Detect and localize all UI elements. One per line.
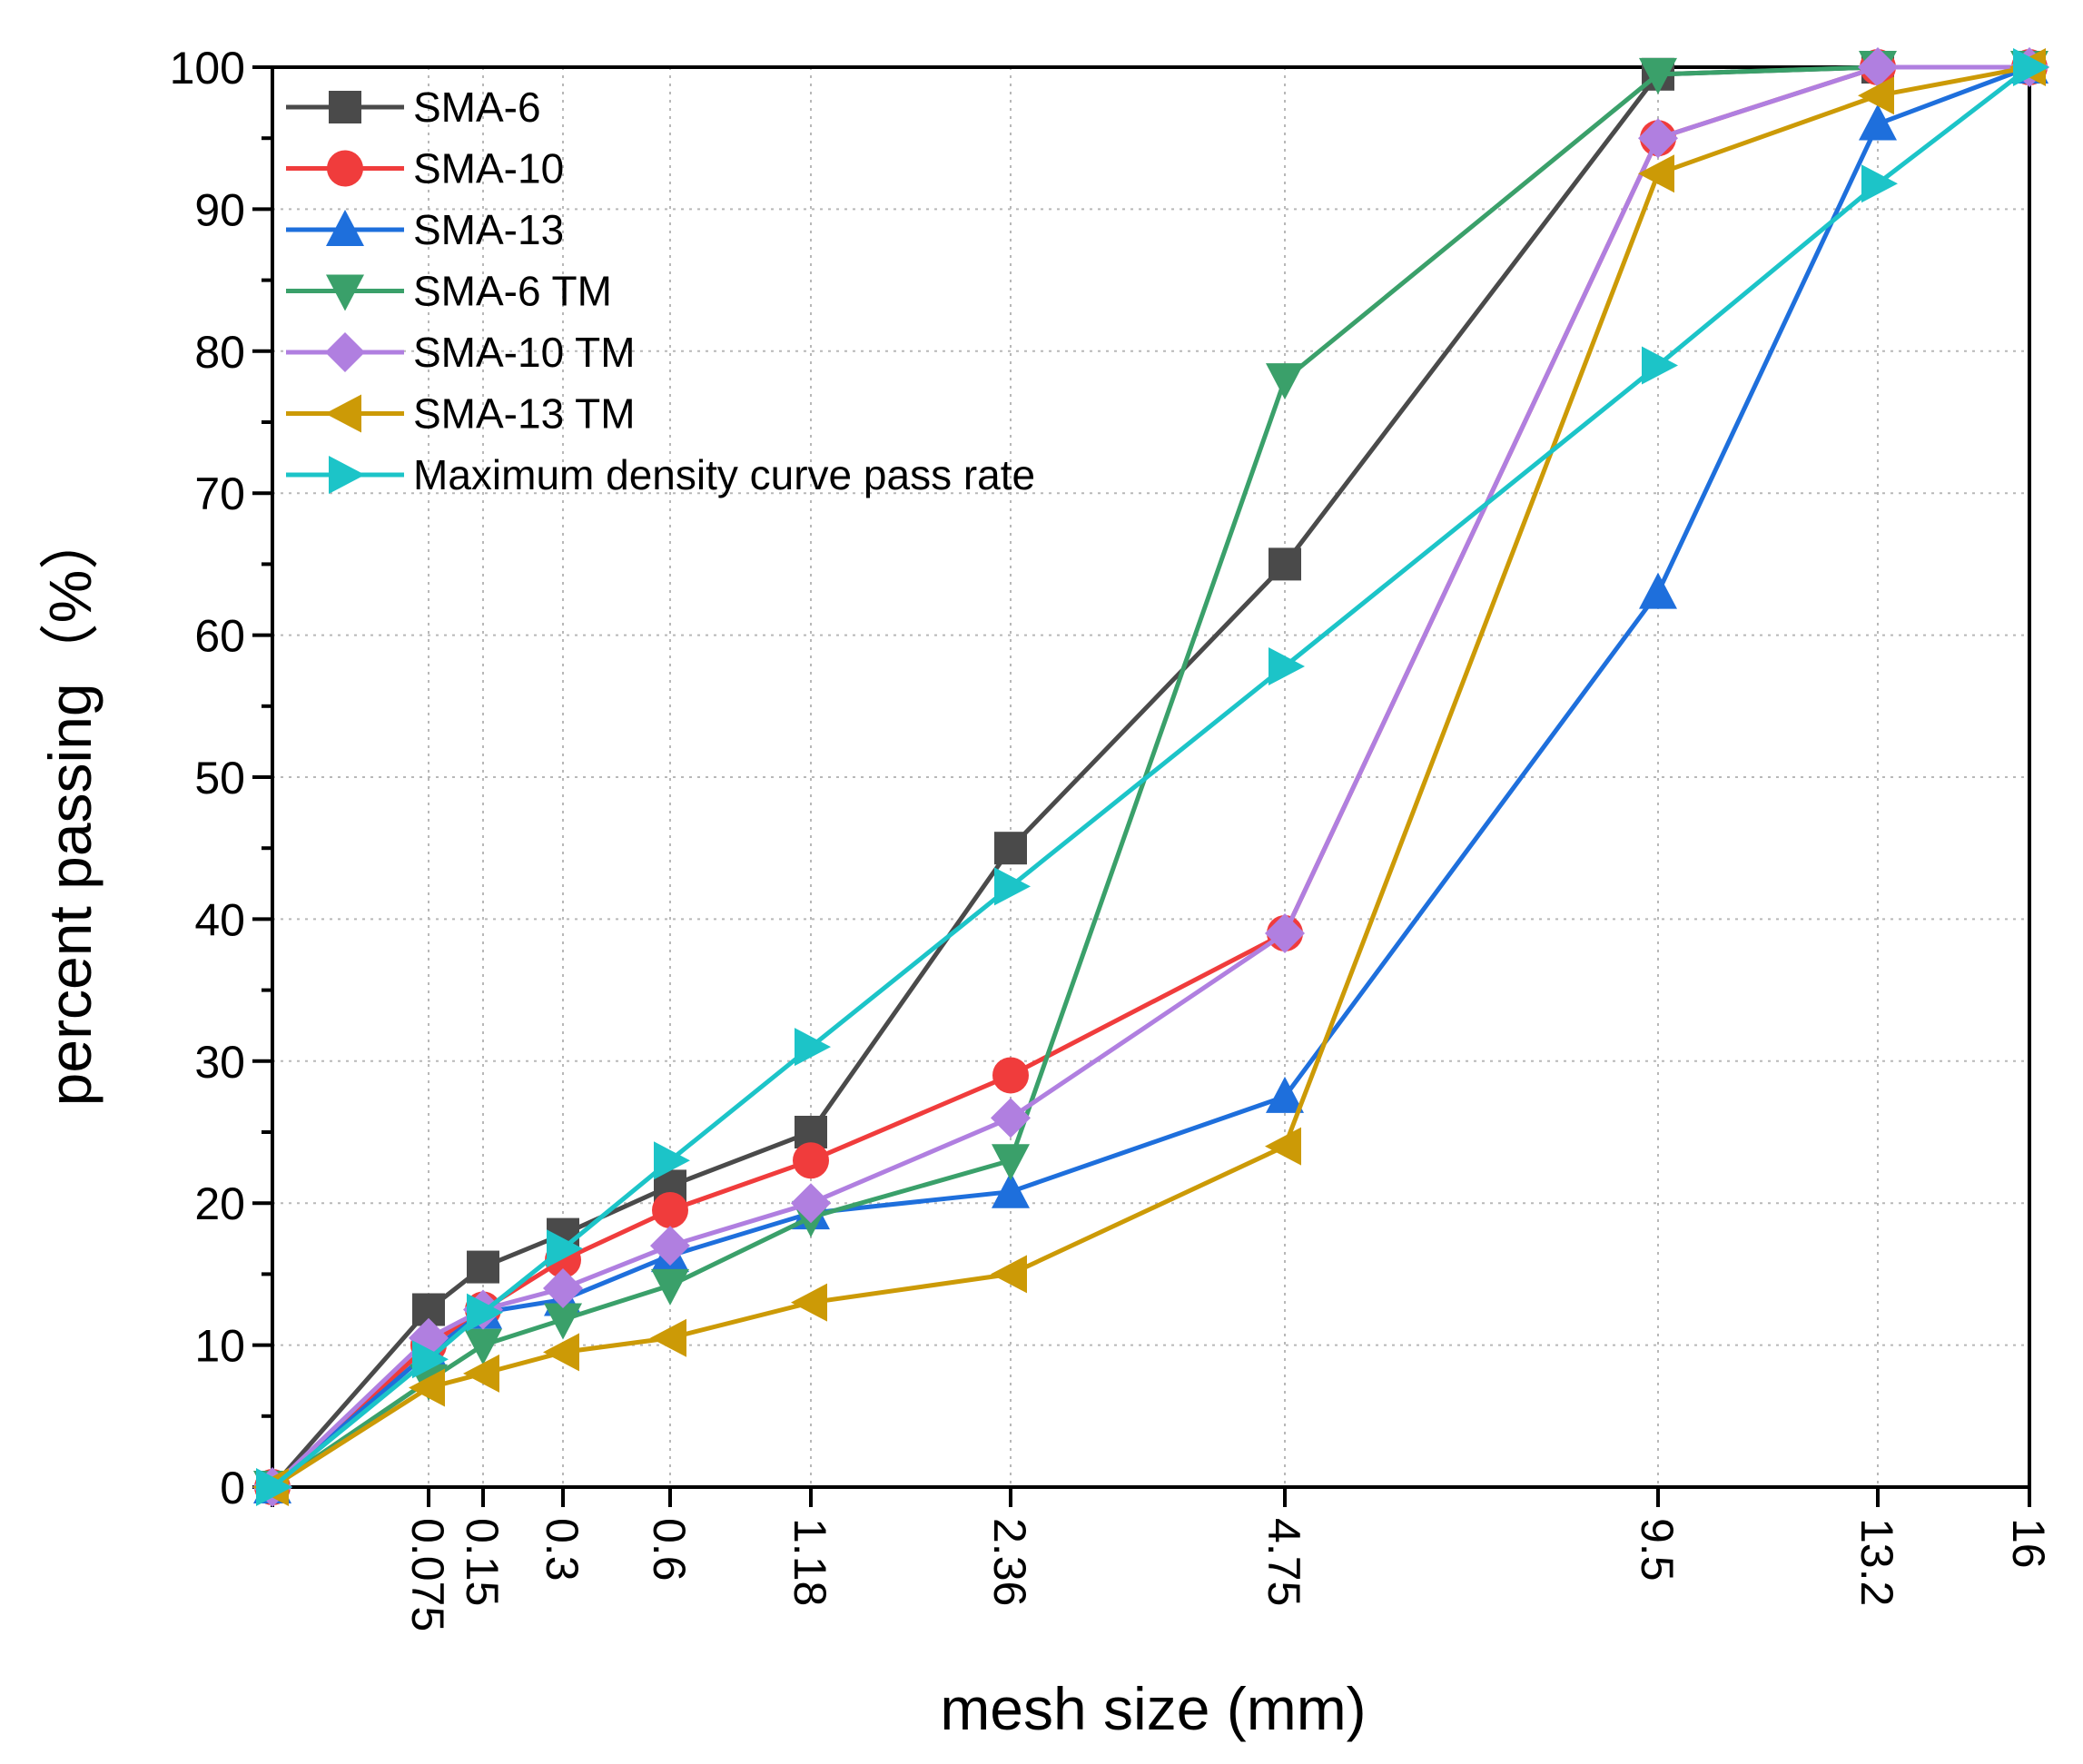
data-point [654,1141,690,1180]
x-axis-title: mesh size (mm) [940,1675,1366,1742]
legend-marker [327,150,363,187]
y-tick-label: 50 [194,753,245,803]
data-point [991,1098,1031,1138]
data-point [1269,647,1305,686]
legend-marker [325,394,361,433]
data-point [464,1328,502,1365]
legend-marker [325,332,365,372]
data-point [791,1283,827,1322]
data-point [463,1354,499,1393]
data-point [1638,118,1678,159]
data-point [650,1226,690,1266]
legend-label: SMA-13 TM [413,390,636,438]
legend-label: SMA-6 TM [413,268,612,315]
data-point [994,832,1027,865]
legend-label: Maximum density curve pass rate [413,451,1035,498]
y-tick-label: 10 [194,1321,245,1372]
legend-marker [326,210,364,246]
data-point [1638,154,1674,193]
x-tick-label: 4.75 [1259,1518,1309,1606]
x-tick-label: 16 [2003,1518,2054,1569]
data-point [1639,572,1677,609]
legend-label: SMA-13 [413,206,564,253]
legend-label: SMA-10 TM [413,329,636,376]
y-tick-label: 60 [194,611,245,662]
x-tick-label: 0.15 [457,1518,508,1606]
series-group [252,47,2049,1507]
legend-entry: SMA-6 [286,84,541,131]
legend-label: SMA-6 [413,84,541,131]
legend-label: SMA-10 [413,145,564,192]
data-point [992,1171,1030,1208]
y-axis-title: percent passing（%） [36,510,104,1107]
data-point [992,1057,1029,1094]
data-point [256,1468,292,1506]
data-point [1642,346,1678,385]
data-point [412,1340,449,1379]
data-point [1269,547,1301,581]
legend-entry: SMA-6 TM [286,268,612,315]
x-tick-label: 1.18 [785,1518,835,1606]
data-point [1266,363,1304,400]
data-point [994,867,1031,906]
y-tick-label: 30 [194,1037,245,1088]
legend-marker [326,274,364,311]
data-point [1265,1127,1301,1166]
x-tick-label: 0.3 [537,1518,587,1582]
data-point [1858,76,1894,115]
data-point [991,1255,1027,1294]
data-point [793,1142,829,1179]
y-tick-label: 0 [220,1463,245,1513]
legend-marker [329,91,361,123]
y-tick-label: 80 [194,327,245,378]
data-point [992,1144,1030,1181]
y-tick-label: 70 [194,468,245,519]
legend: SMA-6 SMA-10 SMA-13 SMA-6 TM SMA-10 TM SMA-13… [286,84,1035,498]
data-point [791,1183,831,1224]
y-tick-label: 100 [170,43,245,94]
data-point [652,1192,688,1229]
grid-lines [272,67,2029,1487]
legend-entry: Maximum density curve pass rate [286,451,1035,498]
legend-entry: SMA-13 TM [286,390,636,438]
data-point [1861,164,1898,203]
legend-marker [329,456,365,494]
legend-entry: SMA-13 [286,206,564,253]
data-point [2013,48,2049,86]
x-tick-label: 13.2 [1851,1518,1902,1606]
data-point [650,1318,686,1357]
series-maximum-density-curve-pass-rate [256,48,2049,1506]
data-point [1266,1076,1304,1113]
x-tick-label: 9.5 [1632,1518,1683,1582]
data-point [543,1268,583,1309]
data-point [544,1303,582,1340]
x-tick-label: 0.075 [402,1518,453,1631]
data-point [795,1028,831,1067]
legend-entry: SMA-10 [286,145,564,192]
y-tick-label: 20 [194,1178,245,1229]
series-sma-13-tm [252,48,2046,1506]
x-tick-label: 2.36 [984,1518,1035,1606]
data-point [1859,103,1897,141]
x-tick-label: 0.6 [644,1518,695,1582]
axes: 0 10 20 30 40 50 60 70 80 90 100 0.075 0.15 0.3 0.6 1.1… [170,43,2054,1631]
y-tick-label: 90 [194,184,245,235]
data-point [1639,57,1677,94]
data-point [467,1250,499,1284]
y-tick-label: 40 [194,894,245,945]
legend-entry: SMA-10 TM [286,329,636,376]
data-point [543,1333,579,1372]
data-point [1858,47,1898,87]
data-point [1265,913,1305,954]
data-point [651,1268,689,1306]
data-point [409,1368,445,1407]
data-point [467,1293,503,1332]
data-point [547,1229,583,1268]
